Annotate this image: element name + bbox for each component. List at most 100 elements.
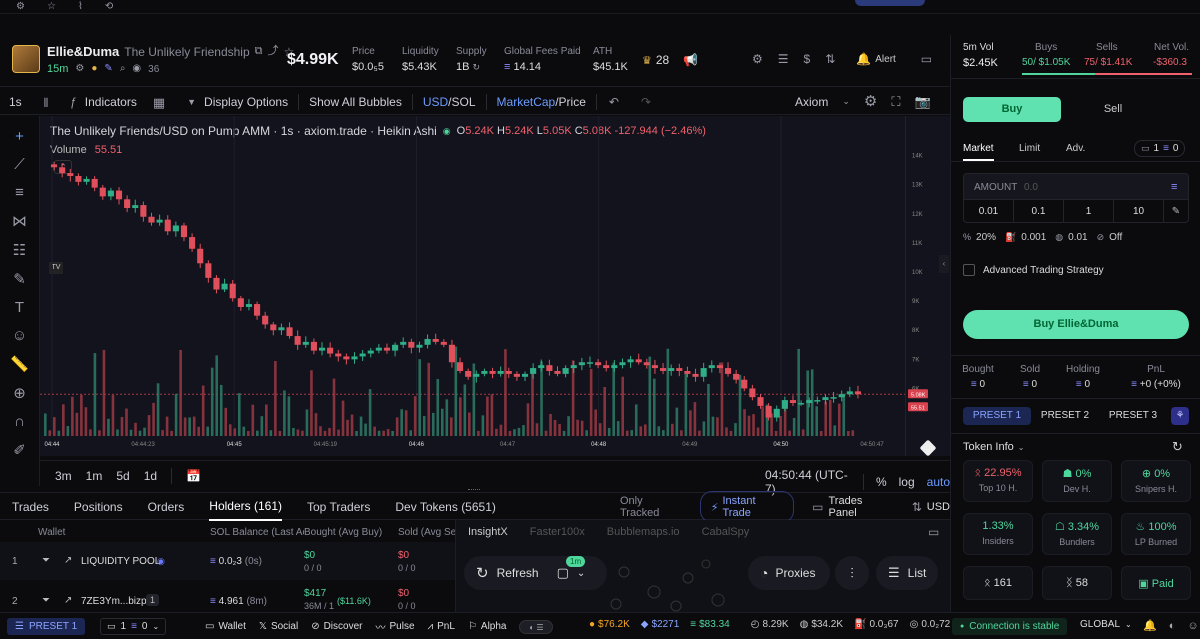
copy-icon[interactable]: ⧉ (254, 45, 263, 57)
dollar-circle-icon[interactable]: $ (803, 52, 811, 66)
edit-amounts-icon[interactable]: ✎ (1171, 205, 1181, 217)
lock-pen-icon[interactable]: ✐ (13, 442, 26, 459)
history-icon[interactable]: ⟲ (104, 1, 114, 12)
text-tool-icon[interactable]: T (14, 299, 25, 316)
external-link-icon[interactable]: ↗ (64, 595, 73, 606)
sell-tab[interactable]: Sell (1103, 103, 1123, 115)
instant-trade-button[interactable]: ⚡ Instant Trade (699, 491, 795, 523)
discord-icon[interactable]: ☺ (1187, 619, 1199, 632)
tab-trades[interactable]: Trades (12, 500, 49, 514)
bell-icon[interactable]: 🔔 (1143, 620, 1157, 632)
chart-settings-icon[interactable]: ⚙ (863, 93, 878, 110)
advanced-checkbox[interactable] (963, 264, 975, 276)
token-info-toggle[interactable]: Token Info ⌄ (963, 441, 1025, 453)
fib-icon[interactable]: ☷ (12, 242, 27, 259)
filter-icon[interactable]: ⏷ (42, 595, 50, 606)
pulse-button[interactable]: 〰 Pulse (375, 621, 415, 634)
percent-toggle[interactable]: % (875, 475, 887, 489)
quick-amount[interactable]: 0.01 (964, 199, 1014, 223)
settings-small-icon[interactable]: ⚙ (75, 63, 85, 74)
external-link-icon[interactable]: ↗ (64, 555, 73, 566)
show-bubbles-button[interactable]: Show All Bubbles (309, 95, 402, 109)
chart-icon[interactable]: ⌇ (77, 1, 83, 12)
zoom-icon[interactable]: ⊕ (13, 385, 26, 402)
only-tracked-toggle[interactable]: Only Tracked (620, 495, 660, 519)
filter-sliders-button[interactable]: ⫶ (835, 556, 869, 590)
mcap-toggle[interactable]: MarketCap/Price (496, 95, 586, 109)
wallet-count-chip[interactable]: ▭ 1 ≡ 0 ⌄ (100, 618, 167, 635)
collapse-right-button[interactable]: ‹ (939, 255, 949, 273)
tab-dev-tokens[interactable]: Dev Tokens (5651) (395, 500, 496, 514)
list-button[interactable]: ☰ List (876, 556, 938, 590)
brush-icon[interactable]: ✎ (13, 271, 26, 288)
log-toggle[interactable]: log (898, 475, 915, 489)
discord-pill-icon[interactable]: ◐ ☰ (519, 619, 554, 634)
currency-button[interactable]: ⇅ USD (911, 500, 950, 514)
swap-icon[interactable]: ⇅ (825, 52, 836, 66)
amount-input[interactable]: AMOUNT 0.0 ≡ (963, 173, 1189, 200)
proxies-button[interactable]: ◔ Proxies (748, 556, 830, 590)
alert-button[interactable]: 🔔 Alert (856, 52, 896, 66)
range-1m[interactable]: 1m (85, 469, 103, 483)
tab-top-traders[interactable]: Top Traders (307, 500, 371, 514)
favorite-star-icon[interactable]: ☆ (283, 44, 295, 59)
preset-chip[interactable]: ☰ PRESET 1 (7, 618, 86, 635)
token-avatar[interactable] (12, 45, 40, 73)
horizontal-lines-icon[interactable]: ≡ (15, 184, 24, 201)
caret-down-icon[interactable]: ▼ (187, 96, 197, 107)
range-5d[interactable]: 5d (116, 469, 130, 483)
quick-amount[interactable]: 1 (1064, 199, 1114, 223)
magnet-icon[interactable]: ∩ (14, 413, 25, 430)
range-3m[interactable]: 3m (55, 469, 72, 483)
pnl-button[interactable]: ⩘ PnL (427, 621, 455, 632)
token-info-refresh-icon[interactable]: ↻ (1172, 439, 1183, 454)
refresh-button[interactable]: ↻ Refresh ▢ ⌄ (464, 556, 607, 590)
currency-toggle[interactable]: USD/SOL (422, 95, 476, 109)
display-options-button[interactable]: Display Options (204, 95, 289, 109)
auto-toggle[interactable]: auto (926, 475, 950, 489)
tab-orders[interactable]: Orders (147, 500, 185, 514)
fullscreen-icon[interactable]: ⛶ (891, 94, 901, 109)
candles-icon[interactable]: 𝍪 (43, 94, 49, 110)
wallet-address[interactable]: 7ZE3Ym...bizp (81, 596, 147, 607)
indicators-icon[interactable]: ƒ (70, 95, 77, 109)
tab-limit[interactable]: Limit (1019, 143, 1041, 154)
chevron-down-icon[interactable]: ⌄ (842, 96, 850, 106)
provider-select[interactable]: Axiom (795, 94, 829, 109)
col-sold[interactable]: Sold (Avg Se (398, 527, 457, 538)
region-select[interactable]: GLOBAL ⌄ (1080, 619, 1132, 630)
range-1d[interactable]: 1d (143, 469, 158, 483)
preset-1-tab[interactable]: PRESET 1 (963, 407, 1031, 425)
date-range-icon[interactable]: 📅 (186, 469, 202, 483)
palette-icon[interactable]: ◐ (1168, 619, 1176, 632)
preset-2-tab[interactable]: PRESET 2 (1040, 410, 1090, 421)
preset-settings-icon[interactable]: ⚘ (1171, 407, 1189, 425)
tab-bubblemaps[interactable]: Bubblemaps.io (606, 526, 680, 538)
tab-positions[interactable]: Positions (73, 500, 123, 514)
tab-adv[interactable]: Adv. (1066, 143, 1086, 154)
table-row[interactable]: 2 ⏷ ↗ 7ZE3Ym...bizp 1 ≡ 4.961 (8m) $417 … (12, 588, 416, 611)
templates-icon[interactable]: ▦ (152, 94, 166, 110)
tab-market[interactable]: Market (963, 143, 994, 161)
table-row[interactable]: 1 ⏷ ↗ LIQUIDITY POOL ◉ ≡ 0.0₂3 (0s) $0 0… (0, 542, 455, 580)
quick-amount[interactable]: 0.1 (1014, 199, 1064, 223)
tab-cabalspy[interactable]: CabalSpy (701, 526, 750, 538)
col-sol-balance[interactable]: SOL Balance (Last Active) (210, 527, 327, 538)
discover-button[interactable]: ⊘ Discover (311, 621, 363, 632)
redo-icon[interactable]: ↷ (640, 95, 652, 109)
buy-token-button[interactable]: Buy Ellie&Duma (963, 310, 1189, 339)
buy-tab[interactable]: Buy (963, 97, 1061, 122)
price-chart[interactable]: The Unlikely Friends/USD on Pump AMM · 1… (40, 116, 905, 456)
trendline-icon[interactable]: ⟋ (14, 156, 25, 173)
search-icon[interactable]: ⌕ (119, 63, 126, 74)
trades-panel-button[interactable]: ▭ Trades Panel (812, 495, 863, 519)
wallet-tracker-button[interactable]: ▭ Wallet (205, 621, 246, 632)
share-icon[interactable]: ⤴ (267, 45, 279, 57)
preset-3-tab[interactable]: PRESET 3 (1108, 410, 1158, 421)
social-button[interactable]: 𝕏 Social (258, 621, 299, 632)
col-bought[interactable]: Bought (Avg Buy) (304, 527, 383, 538)
ruler-icon[interactable]: 📏 (10, 356, 29, 373)
star-icon[interactable]: ☆ (46, 1, 56, 12)
indicators-button[interactable]: Indicators (84, 95, 137, 109)
